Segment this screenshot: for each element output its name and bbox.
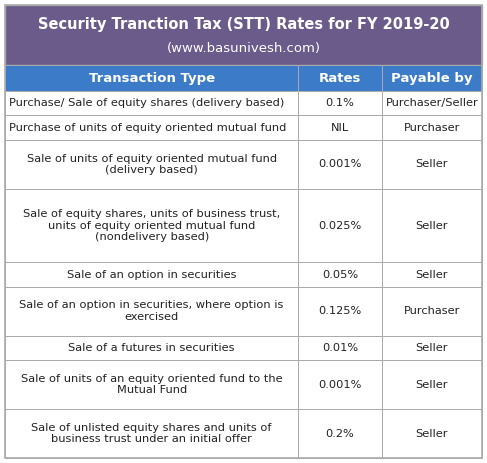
Text: Sale of a futures in securities: Sale of a futures in securities: [69, 343, 235, 353]
Bar: [5, 287, 299, 336]
Bar: [5, 115, 299, 140]
Text: Sale of units of an equity oriented fund to the
Mutual Fund: Sale of units of an equity oriented fund…: [21, 374, 282, 395]
Text: Sale of equity shares, units of business trust,
units of equity oriented mutual : Sale of equity shares, units of business…: [23, 209, 281, 242]
Text: Sale of an option in securities: Sale of an option in securities: [67, 269, 236, 280]
Bar: [5, 189, 299, 262]
Text: Seller: Seller: [416, 269, 448, 280]
Text: Security Tranction Tax (STT) Rates for FY 2019-20: Security Tranction Tax (STT) Rates for F…: [37, 17, 450, 31]
Text: Sale of an option in securities, where option is
exercised: Sale of an option in securities, where o…: [19, 300, 284, 322]
Text: Sale of unlisted equity shares and units of
business trust under an initial offe: Sale of unlisted equity shares and units…: [32, 423, 272, 444]
Text: 0.025%: 0.025%: [318, 220, 362, 231]
Text: Transaction Type: Transaction Type: [89, 71, 215, 85]
Text: 0.1%: 0.1%: [326, 98, 355, 108]
Bar: [382, 336, 482, 360]
Bar: [382, 140, 482, 189]
Bar: [382, 262, 482, 287]
Text: 0.001%: 0.001%: [318, 380, 362, 389]
Bar: [299, 262, 382, 287]
Text: 0.001%: 0.001%: [318, 159, 362, 169]
Text: Seller: Seller: [416, 343, 448, 353]
Bar: [299, 409, 382, 458]
Bar: [5, 140, 299, 189]
Bar: [5, 5, 482, 65]
Text: NIL: NIL: [331, 123, 349, 133]
Text: Purchaser: Purchaser: [404, 306, 460, 316]
Bar: [5, 91, 299, 115]
Bar: [299, 115, 382, 140]
Text: 0.125%: 0.125%: [318, 306, 362, 316]
Bar: [5, 336, 299, 360]
Bar: [5, 65, 299, 91]
Bar: [299, 360, 382, 409]
Bar: [382, 115, 482, 140]
Bar: [382, 189, 482, 262]
Text: Seller: Seller: [416, 380, 448, 389]
Text: Sale of units of equity oriented mutual fund
(delivery based): Sale of units of equity oriented mutual …: [27, 154, 277, 175]
Text: 0.05%: 0.05%: [322, 269, 358, 280]
Bar: [299, 140, 382, 189]
Text: Payable by: Payable by: [391, 71, 473, 85]
Text: Rates: Rates: [319, 71, 361, 85]
Text: Purchase/ Sale of equity shares (delivery based): Purchase/ Sale of equity shares (deliver…: [9, 98, 284, 108]
Bar: [382, 287, 482, 336]
Text: Purchase of units of equity oriented mutual fund: Purchase of units of equity oriented mut…: [9, 123, 286, 133]
Text: Seller: Seller: [416, 220, 448, 231]
Bar: [299, 287, 382, 336]
Bar: [382, 360, 482, 409]
Text: Purchaser/Seller: Purchaser/Seller: [386, 98, 478, 108]
Text: (www.basunivesh.com): (www.basunivesh.com): [167, 42, 320, 55]
Text: Seller: Seller: [416, 429, 448, 438]
Text: 0.01%: 0.01%: [322, 343, 358, 353]
Text: Seller: Seller: [416, 159, 448, 169]
Bar: [299, 189, 382, 262]
Bar: [5, 409, 299, 458]
Bar: [382, 65, 482, 91]
Bar: [382, 91, 482, 115]
Bar: [5, 360, 299, 409]
Bar: [299, 65, 382, 91]
Bar: [299, 91, 382, 115]
Bar: [299, 336, 382, 360]
Bar: [5, 262, 299, 287]
Bar: [382, 409, 482, 458]
Text: 0.2%: 0.2%: [326, 429, 355, 438]
Text: Purchaser: Purchaser: [404, 123, 460, 133]
